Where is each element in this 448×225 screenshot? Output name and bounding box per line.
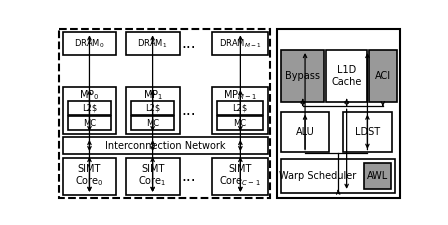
Text: DRAM$_1$: DRAM$_1$: [138, 38, 168, 50]
Text: SIMT: SIMT: [228, 164, 252, 174]
Text: ...: ...: [181, 169, 196, 184]
Bar: [326, 50, 367, 102]
Bar: [125, 158, 180, 195]
Bar: [212, 158, 268, 195]
Bar: [364, 163, 391, 189]
Text: LDST: LDST: [355, 127, 380, 137]
Text: ...: ...: [181, 36, 196, 52]
Bar: [68, 116, 111, 130]
Text: DRAM$_0$: DRAM$_0$: [74, 38, 105, 50]
Text: ALU: ALU: [296, 127, 314, 137]
Text: MC: MC: [233, 119, 246, 128]
Text: L2$: L2$: [145, 103, 160, 112]
Bar: [276, 29, 400, 198]
Bar: [63, 137, 268, 154]
Text: ACI: ACI: [375, 71, 391, 81]
Bar: [212, 87, 268, 134]
Bar: [217, 101, 263, 115]
Bar: [63, 87, 116, 134]
Bar: [63, 158, 116, 195]
Bar: [212, 32, 268, 56]
Bar: [217, 116, 263, 130]
Text: MP$_{M-1}$: MP$_{M-1}$: [223, 89, 257, 102]
Bar: [369, 50, 396, 102]
Bar: [60, 29, 271, 198]
Text: SIMT: SIMT: [141, 164, 164, 174]
Text: MC: MC: [146, 119, 159, 128]
Bar: [63, 32, 116, 56]
Bar: [131, 116, 174, 130]
Text: MP$_1$: MP$_1$: [142, 89, 163, 102]
Text: AWL: AWL: [367, 171, 388, 181]
Text: Core$_0$: Core$_0$: [75, 174, 104, 188]
Text: L2$: L2$: [233, 103, 248, 112]
Text: DRAM$_{M-1}$: DRAM$_{M-1}$: [219, 38, 261, 50]
Text: Cache: Cache: [332, 77, 362, 88]
Bar: [281, 50, 324, 102]
Bar: [125, 32, 180, 56]
Bar: [281, 112, 329, 152]
Bar: [131, 101, 174, 115]
Text: ...: ...: [181, 103, 196, 118]
Text: Core$_{C-1}$: Core$_{C-1}$: [219, 174, 261, 188]
Text: MP$_0$: MP$_0$: [79, 89, 99, 102]
Bar: [68, 101, 111, 115]
Text: Interconnection Network: Interconnection Network: [105, 141, 225, 151]
Text: Core$_1$: Core$_1$: [138, 174, 167, 188]
Bar: [281, 160, 395, 193]
Bar: [343, 112, 392, 152]
Text: MC: MC: [83, 119, 96, 128]
Text: L1D: L1D: [337, 65, 356, 75]
Text: Bypass: Bypass: [285, 71, 320, 81]
Text: SIMT: SIMT: [78, 164, 101, 174]
Bar: [125, 87, 180, 134]
Text: Warp Scheduler: Warp Scheduler: [279, 171, 356, 181]
Text: L2$: L2$: [82, 103, 97, 112]
